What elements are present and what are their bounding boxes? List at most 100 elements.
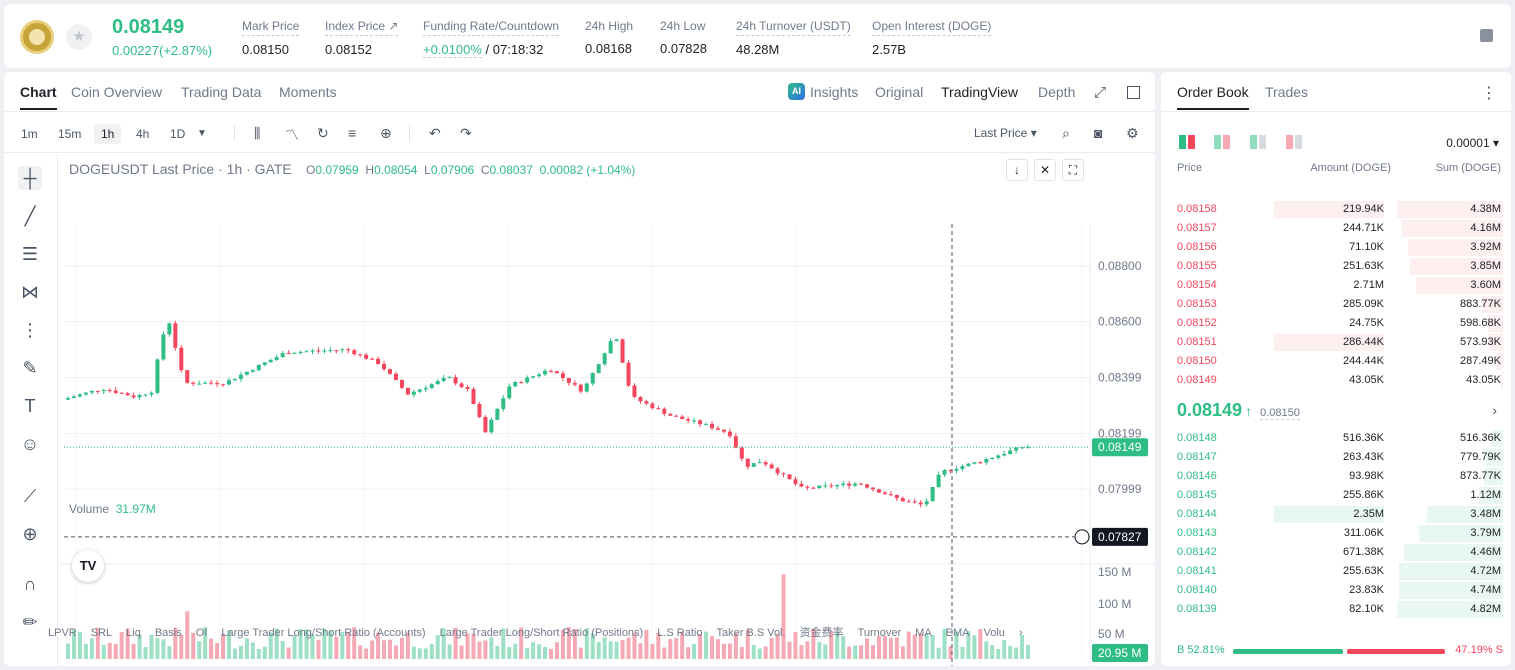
fullscreen-icon[interactable]: ⛶ xyxy=(1062,159,1084,181)
template-icon[interactable]: ≡ xyxy=(348,125,357,141)
gear-icon[interactable]: ⚙ xyxy=(1126,125,1139,141)
bid-row[interactable]: 0.08142 671.38K 4.46M xyxy=(1161,543,1511,562)
view-depth[interactable]: Depth xyxy=(1038,84,1076,100)
ask-row[interactable]: 0.08154 2.71M 3.60M xyxy=(1161,276,1511,295)
stat-open-interest[interactable]: Open Interest (DOGE) 2.57B xyxy=(872,19,992,57)
pattern-icon[interactable]: ⋈ xyxy=(21,282,39,302)
timeframe-4h[interactable]: 4h xyxy=(136,127,150,141)
indicator-shortcut[interactable]: Large Trader Long/Short Ratio (Positions… xyxy=(439,627,644,639)
ask-row[interactable]: 0.08153 285.09K 883.77K xyxy=(1161,295,1511,314)
undo-icon[interactable]: ↶ xyxy=(429,125,441,141)
replay-icon[interactable]: ↻ xyxy=(317,125,329,141)
price-type-select[interactable]: Last Price ▾ xyxy=(974,126,1037,140)
timeframe-1h[interactable]: 1h xyxy=(94,124,122,144)
precision-select[interactable]: 0.00001 ▾ xyxy=(1446,136,1499,150)
ai-insights-icon[interactable]: AI xyxy=(788,83,805,100)
bid-row[interactable]: 0.08144 2.35M 3.48M xyxy=(1161,505,1511,524)
view-insights[interactable]: Insights xyxy=(810,84,859,100)
bid-row[interactable]: 0.08147 263.43K 779.79K xyxy=(1161,448,1511,467)
tab-coin-overview[interactable]: Coin Overview xyxy=(71,84,163,100)
notebook-icon[interactable] xyxy=(1480,29,1493,42)
view-original[interactable]: Original xyxy=(875,84,924,100)
indicators-icon[interactable]: 〽 xyxy=(285,127,299,143)
bid-row[interactable]: 0.08141 255.63K 4.72M xyxy=(1161,562,1511,581)
indicator-shortcuts: LPVR SRL Liq Basis OI Large Trader Long/Short… xyxy=(48,624,1037,640)
chevron-right-icon[interactable]: › xyxy=(1018,627,1023,639)
tab-moments[interactable]: Moments xyxy=(279,84,337,100)
ask-row[interactable]: 0.08151 286.44K 573.93K xyxy=(1161,333,1511,352)
view-asks-icon[interactable] xyxy=(1286,135,1302,149)
tab-order-book[interactable]: Order Book xyxy=(1177,84,1249,110)
indicator-shortcut[interactable]: Liq xyxy=(126,627,141,639)
ask-row[interactable]: 0.08157 244.71K 4.16M xyxy=(1161,219,1511,238)
magnet-icon[interactable]: ∩ xyxy=(23,574,37,594)
expand-icon[interactable]: ⤢ xyxy=(1094,84,1107,101)
add-indicator-icon[interactable]: ⊕ xyxy=(380,125,392,141)
indicator-shortcut[interactable]: SRL xyxy=(90,627,113,639)
crosshair-icon[interactable]: ┼ xyxy=(18,166,42,190)
indicator-shortcut[interactable]: MA xyxy=(915,627,932,639)
volume-bar xyxy=(799,645,804,659)
view-both-icon[interactable] xyxy=(1179,135,1195,149)
search-icon[interactable]: ⌕ xyxy=(1062,125,1070,141)
indicator-shortcut[interactable]: Basis xyxy=(154,627,182,639)
trend-line-icon[interactable]: ╱ xyxy=(24,206,36,226)
timeframe-dropdown-icon[interactable]: ▼ xyxy=(197,128,207,139)
volume-bar xyxy=(370,640,375,659)
ask-row[interactable]: 0.08149 43.05K 43.05K xyxy=(1161,371,1511,390)
tab-trading-data[interactable]: Trading Data xyxy=(181,84,262,100)
indicator-shortcut[interactable]: LPVR xyxy=(48,627,77,639)
indicator-shortcut[interactable]: Taker B.S Vol. xyxy=(716,627,786,639)
favorite-star-icon[interactable]: ★ xyxy=(66,24,92,50)
ask-row[interactable]: 0.08158 219.94K 4.38M xyxy=(1161,200,1511,219)
emoji-icon[interactable]: ☺ xyxy=(20,434,40,454)
bid-row[interactable]: 0.08145 255.86K 1.12M xyxy=(1161,486,1511,505)
tab-chart[interactable]: Chart xyxy=(20,84,57,110)
stat-funding-rate[interactable]: Funding Rate/Countdown +0.0100% / 07:18:… xyxy=(423,19,560,58)
ask-row[interactable]: 0.08156 71.10K 3.92M xyxy=(1161,238,1511,257)
mid-price[interactable]: 0.08149 ↑ 0.08150 xyxy=(1177,400,1300,420)
bid-row[interactable]: 0.08139 82.10K 4.82M xyxy=(1161,600,1511,619)
indicator-shortcut[interactable]: 资金费率 xyxy=(799,627,844,639)
brush-icon[interactable]: ✎ xyxy=(22,358,38,378)
text-icon[interactable]: T xyxy=(24,396,36,416)
chevron-right-icon[interactable]: › xyxy=(1492,402,1497,418)
stat-index-price[interactable]: Index Price ↗ 0.08152 xyxy=(325,19,399,57)
ask-row[interactable]: 0.08155 251.63K 3.85M xyxy=(1161,257,1511,276)
window-icon[interactable] xyxy=(1127,86,1140,99)
view-tradingview[interactable]: TradingView xyxy=(941,84,1019,100)
stat-mark-price[interactable]: Mark Price 0.08150 xyxy=(242,19,300,57)
indicator-shortcut[interactable]: L.S Ratio xyxy=(657,627,703,639)
redo-icon[interactable]: ↷ xyxy=(460,125,472,141)
collapse-icon[interactable]: ✕ xyxy=(1034,159,1056,181)
timeframe-1d[interactable]: 1D xyxy=(170,127,186,141)
row-sum: 4.16M xyxy=(1470,222,1501,234)
view-mixed-icon[interactable] xyxy=(1214,135,1230,149)
zoom-icon[interactable]: ⊕ xyxy=(22,524,38,544)
bid-row[interactable]: 0.08143 311.06K 3.79M xyxy=(1161,524,1511,543)
indicator-shortcut[interactable]: EMA xyxy=(945,627,970,639)
scroll-down-icon[interactable]: ↓ xyxy=(1006,159,1028,181)
indicator-shortcut[interactable]: OI xyxy=(195,627,208,639)
indicator-shortcut[interactable]: Volu xyxy=(983,627,1005,639)
tab-trades[interactable]: Trades xyxy=(1265,84,1309,100)
candle-type-icon[interactable]: ⫼ xyxy=(254,125,261,141)
indicator-shortcut[interactable]: Large Trader Long/Short Ratio (Accounts) xyxy=(221,627,426,639)
horizontal-lines-icon[interactable]: ☰ xyxy=(21,244,39,264)
more-icon[interactable]: ⋮ xyxy=(1481,85,1497,102)
camera-icon[interactable]: ◙ xyxy=(1094,125,1103,141)
timeframe-1m[interactable]: 1m xyxy=(21,127,38,141)
price-chart[interactable]: 0.088000.086000.083990.081990.0799911121… xyxy=(60,154,1155,666)
ask-row[interactable]: 0.08150 244.44K 287.49K xyxy=(1161,352,1511,371)
volume-bar xyxy=(763,646,768,659)
ask-row[interactable]: 0.08152 24.75K 598.68K xyxy=(1161,314,1511,333)
ruler-icon[interactable]: ⟋ xyxy=(23,486,37,506)
bid-row[interactable]: 0.08140 23.83K 4.74M xyxy=(1161,581,1511,600)
view-bids-icon[interactable] xyxy=(1250,135,1266,149)
indicator-shortcut[interactable]: Turnover xyxy=(857,627,902,639)
pencil-lock-icon[interactable]: ✏ xyxy=(22,612,38,632)
fib-icon[interactable]: ⋮ xyxy=(21,320,39,340)
bid-row[interactable]: 0.08146 93.98K 873.77K xyxy=(1161,467,1511,486)
bid-row[interactable]: 0.08148 516.36K 516.36K xyxy=(1161,429,1511,448)
timeframe-15m[interactable]: 15m xyxy=(58,127,82,141)
